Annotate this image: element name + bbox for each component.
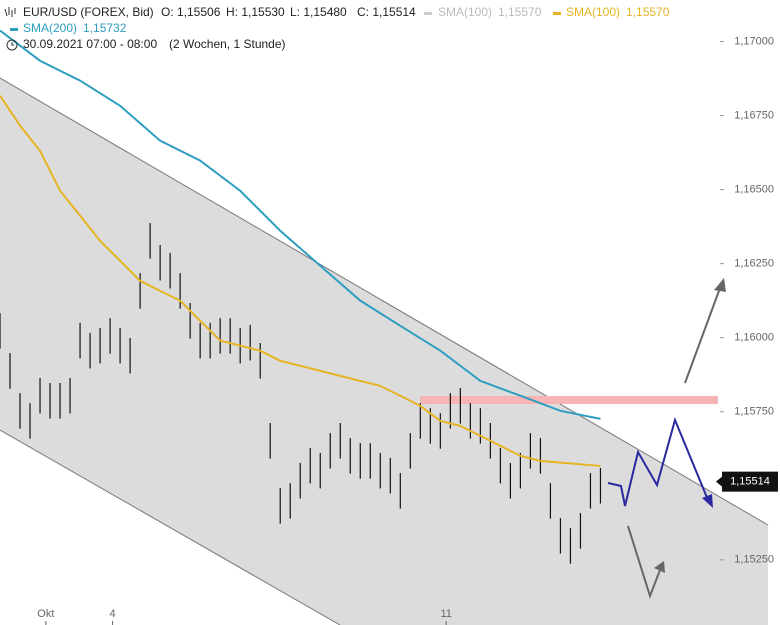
y-tick-label: 1,15250 xyxy=(734,554,774,566)
clock-icon xyxy=(6,39,18,51)
legend-swatch xyxy=(10,28,18,31)
period: 30.09.2021 07:00 - 08:00 xyxy=(23,37,157,51)
symbol: EUR/USD (FOREX, Bid) xyxy=(23,5,154,19)
ohlc-close: C: 1,15514 xyxy=(357,5,416,19)
ohlc-high: H: 1,15530 xyxy=(226,5,285,19)
forecast-arrows xyxy=(607,278,726,600)
legend-swatch xyxy=(424,12,432,15)
legend-name: SMA(100) xyxy=(566,5,620,19)
sma-line xyxy=(0,29,601,420)
legend-name: SMA(200) xyxy=(23,21,77,35)
y-tick-label: 1,16750 xyxy=(734,109,774,121)
plot: 1,17000 1,16750 1,16500 1,16250 1,16000 1,157… xyxy=(0,29,778,625)
y-tick-label: 1,17000 xyxy=(734,35,774,47)
legend-value: 1,15570 xyxy=(498,5,542,19)
x-tick-label: Okt xyxy=(37,608,54,620)
legend-value: 1,15732 xyxy=(83,21,127,35)
y-tick-label: 1,15750 xyxy=(734,406,774,418)
chart-icon xyxy=(4,7,16,17)
channel-upper xyxy=(0,77,769,526)
ohlc-low: L: 1,15480 xyxy=(290,5,347,19)
x-tick-label: 11 xyxy=(440,608,451,620)
legend: EUR/USD (FOREX, Bid) O: 1,15506 H: 1,155… xyxy=(4,5,670,51)
last-price-tag xyxy=(722,471,778,492)
legend-value: 1,15570 xyxy=(626,5,670,19)
y-tick-label: 1,16250 xyxy=(734,258,774,270)
legend-series: SMA(100) 1,15570 SMA(200) 1,15732 xyxy=(10,5,670,35)
resistance-zone xyxy=(420,396,718,404)
x-tick-label: 4 xyxy=(110,608,116,620)
ohlc-open: O: 1,15506 xyxy=(161,5,221,19)
legend-swatch xyxy=(553,12,561,15)
last-price-pointer xyxy=(716,476,722,487)
sma-line xyxy=(0,95,601,467)
last-price-label: 1,15514 xyxy=(730,476,770,488)
legend-name: SMA(100) xyxy=(438,5,492,19)
y-tick-label: 1,16000 xyxy=(734,332,774,344)
y-tick-label: 1,16500 xyxy=(734,183,774,195)
span: (2 Wochen, 1 Stunde) xyxy=(169,37,286,51)
channel-lower xyxy=(0,429,341,625)
trend-channel xyxy=(0,78,768,625)
